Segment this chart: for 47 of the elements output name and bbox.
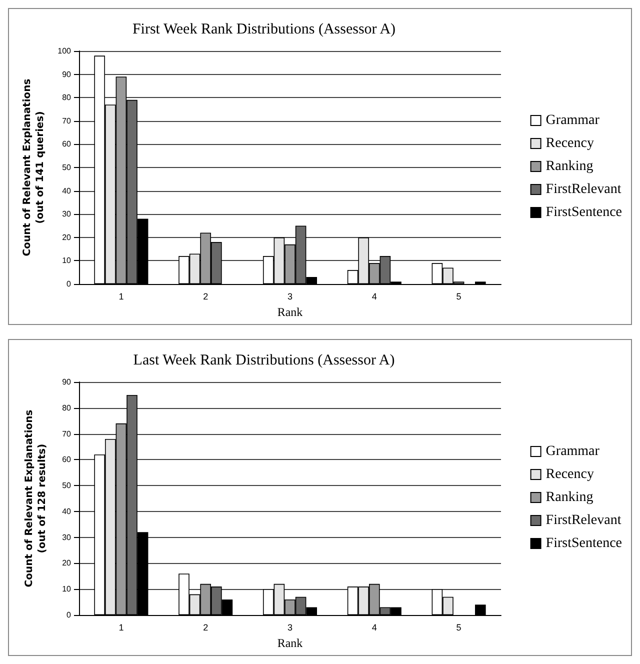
y-tick-label: 0 bbox=[66, 280, 72, 288]
x-tick-label: 4 bbox=[372, 292, 377, 302]
legend-label: Ranking bbox=[546, 490, 594, 505]
x-tick-label: 3 bbox=[287, 292, 293, 302]
legend-label: Grammar bbox=[546, 444, 600, 459]
legend-label: FirstSentence bbox=[546, 536, 622, 551]
y-tick-label: 80 bbox=[62, 93, 72, 102]
y-axis-title: Count of Relevant Explanations (out of 128 results) bbox=[24, 410, 48, 588]
x-axis-title: Rank bbox=[277, 636, 303, 650]
x-tick-label: 2 bbox=[203, 292, 208, 302]
legend-label: FirstSentence bbox=[546, 205, 622, 220]
chart-title: First Week Rank Distributions (Assessor A) bbox=[132, 22, 396, 38]
x-tick-label: 4 bbox=[372, 622, 377, 632]
chart-title: Last Week Rank Distributions (Assessor A) bbox=[133, 352, 395, 368]
y-tick-label: 50 bbox=[62, 163, 72, 172]
legend-label: Ranking bbox=[546, 159, 594, 174]
legend-label: FirstRelevant bbox=[546, 182, 622, 197]
x-tick-label: 5 bbox=[456, 622, 462, 632]
y-tick-label: 10 bbox=[62, 584, 72, 594]
legend-label: Grammar bbox=[546, 113, 600, 128]
y-tick-label: 30 bbox=[62, 532, 72, 542]
y-tick-label: 10 bbox=[62, 256, 72, 266]
legend-label: Recency bbox=[546, 136, 594, 151]
x-axis-title: Rank bbox=[277, 305, 303, 319]
y-tick-label: 60 bbox=[62, 455, 72, 464]
x-tick-label: 2 bbox=[203, 622, 208, 632]
y-tick-label: 60 bbox=[62, 140, 72, 149]
legend-label: Recency bbox=[546, 467, 594, 482]
y-tick-label: 70 bbox=[62, 116, 72, 126]
y-tick-label: 0 bbox=[66, 610, 72, 620]
x-tick-label: 1 bbox=[118, 622, 124, 632]
y-tick-label: 80 bbox=[62, 403, 72, 412]
y-tick-label: 50 bbox=[62, 481, 72, 490]
y-tick-label: 40 bbox=[62, 186, 72, 196]
x-tick-label: 1 bbox=[118, 292, 124, 302]
y-tick-label: 70 bbox=[62, 429, 72, 438]
x-tick-label: 5 bbox=[456, 292, 462, 302]
y-tick-label: 40 bbox=[62, 506, 72, 516]
y-tick-label: 100 bbox=[58, 46, 72, 56]
y-tick-label: 20 bbox=[62, 232, 72, 242]
y-tick-label: 90 bbox=[62, 378, 72, 386]
y-tick-label: 20 bbox=[62, 558, 72, 568]
y-tick-label: 30 bbox=[62, 210, 72, 219]
legend-label: FirstRelevant bbox=[546, 513, 622, 528]
y-axis-title: Count of Relevant Explanations (out of 141 queries) bbox=[22, 78, 46, 256]
x-tick-label: 3 bbox=[287, 622, 293, 632]
y-tick-label: 90 bbox=[62, 70, 72, 79]
